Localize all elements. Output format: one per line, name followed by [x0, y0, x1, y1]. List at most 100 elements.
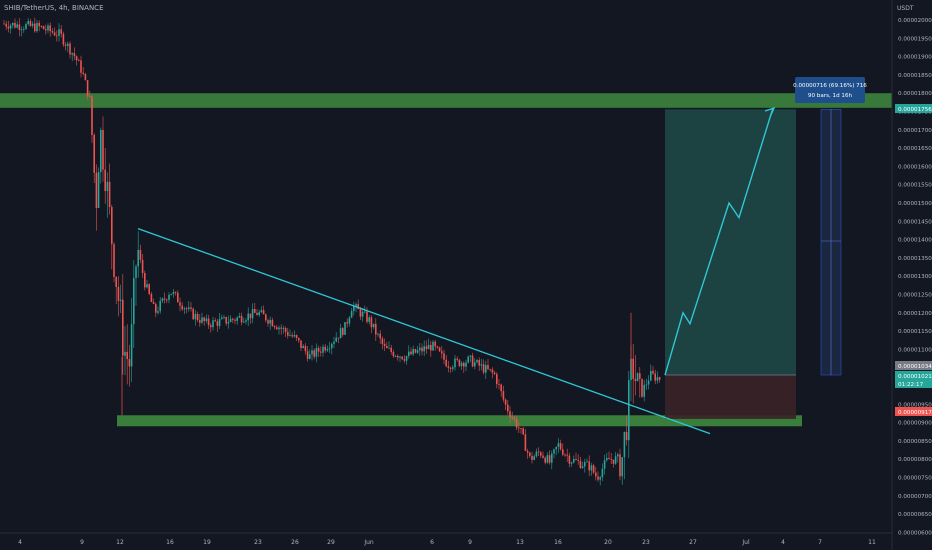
price-label-bg: [895, 104, 932, 113]
stop-box: [665, 375, 796, 419]
candle-body: [269, 319, 271, 324]
candle-body: [537, 451, 540, 453]
candle-body: [111, 206, 113, 245]
candle-body: [139, 249, 142, 260]
candle-body: [515, 419, 518, 428]
candle-body: [104, 169, 106, 192]
y-tick-label: 0.00002000: [898, 18, 932, 24]
x-tick-label: 13: [516, 539, 524, 546]
y-tick-label: 0.00000600: [898, 530, 932, 536]
candle-body: [647, 380, 650, 385]
candle-body: [529, 452, 531, 456]
candle-body: [551, 453, 553, 463]
candle-body: [438, 347, 441, 352]
candle-body: [232, 318, 234, 320]
candle-body: [289, 335, 291, 336]
candle-body: [359, 309, 362, 317]
candle-body: [265, 314, 267, 321]
candle-body: [401, 356, 403, 360]
candle-body: [227, 321, 230, 324]
candle-body: [562, 449, 564, 455]
candle-body: [403, 359, 406, 361]
candle-body: [445, 359, 447, 367]
candle-body: [324, 346, 326, 351]
candle-body: [97, 172, 100, 208]
candle-body: [568, 455, 571, 464]
candle-body: [377, 333, 379, 335]
candle-body: [379, 333, 381, 339]
candle-body: [284, 328, 287, 332]
candle-body: [214, 320, 216, 322]
x-tick-label: 29: [327, 539, 335, 546]
candle-body: [434, 341, 436, 347]
candle-body: [412, 349, 414, 355]
candle-body: [315, 347, 318, 357]
y-tick-label: 0.00001350: [898, 256, 932, 262]
candle-body: [89, 96, 91, 97]
x-tick-label: 16: [554, 539, 562, 546]
candle-body: [199, 320, 201, 323]
candle-body: [40, 26, 43, 27]
candle-body: [595, 472, 597, 477]
candles: [3, 17, 661, 486]
x-tick-label: 26: [291, 539, 299, 546]
y-tick-label: 0.00000950: [898, 402, 932, 408]
candle-body: [535, 451, 538, 457]
candle-body: [634, 378, 637, 381]
candle-body: [463, 362, 465, 367]
candle-body: [12, 22, 14, 26]
y-tick-label: 0.00000750: [898, 476, 932, 482]
candle-body: [480, 364, 483, 366]
candle-body: [339, 328, 342, 339]
candle-body: [124, 351, 126, 356]
candle-body: [399, 356, 401, 358]
y-tick-label: 0.00001150: [898, 329, 932, 335]
candle-body: [478, 360, 480, 366]
candle-body: [25, 24, 27, 29]
candle-body: [271, 319, 274, 327]
candle-body: [166, 299, 168, 301]
candle-body: [216, 321, 219, 326]
candle-body: [581, 466, 584, 468]
candle-body: [452, 367, 454, 369]
y-tick-label: 0.00001550: [898, 183, 932, 189]
candle-body: [174, 292, 177, 293]
candle-body: [161, 298, 164, 301]
candle-body: [56, 35, 58, 37]
y-tick-label: 0.00001600: [898, 164, 932, 170]
candle-body: [454, 358, 456, 368]
candle-body: [86, 80, 89, 97]
candle-body: [522, 428, 524, 435]
price-label-bg: [895, 361, 932, 370]
x-tick-label: 23: [642, 539, 650, 546]
candle-body: [533, 456, 535, 460]
candle-body: [168, 294, 170, 300]
x-tick-label: 6: [430, 539, 434, 546]
price-label: 0.00001756: [898, 107, 932, 113]
candle-body: [93, 134, 95, 173]
candle-body: [361, 311, 364, 317]
y-tick-label: 0.00001700: [898, 128, 932, 134]
candle-body: [229, 318, 232, 322]
candle-body: [159, 300, 161, 312]
candle-body: [577, 459, 579, 461]
candle-body: [163, 298, 166, 300]
candle-body: [20, 29, 23, 31]
candle-body: [625, 432, 628, 441]
candle-body: [311, 350, 313, 355]
x-tick-label: 9: [80, 539, 84, 546]
candle-body: [333, 341, 335, 344]
price-label: 0.00000917: [898, 410, 932, 416]
candle-body: [212, 320, 214, 328]
candle-body: [130, 324, 133, 367]
candle-body: [287, 331, 289, 336]
candle-body: [432, 341, 434, 351]
candle-body: [641, 378, 643, 397]
candle-body: [135, 266, 137, 279]
candle-body: [570, 462, 573, 464]
candle-body: [126, 351, 128, 360]
candle-body: [542, 455, 544, 458]
candle-body: [119, 299, 122, 301]
candle-body: [414, 349, 417, 353]
